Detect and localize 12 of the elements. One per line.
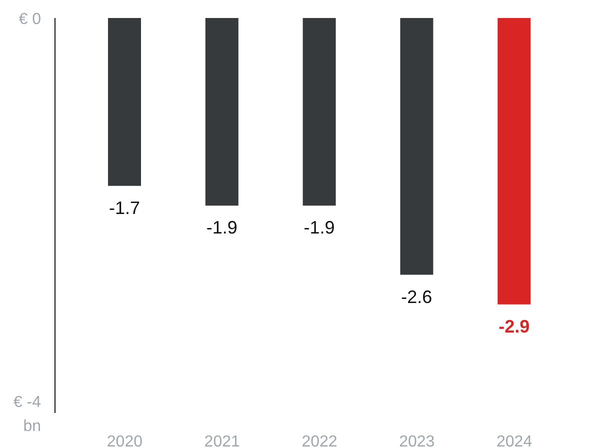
- data-label: -2.6: [401, 286, 432, 307]
- x-tick-label: 2024: [496, 433, 532, 448]
- y-tick-label: € 0: [18, 11, 42, 28]
- x-tick-label: 2022: [302, 433, 338, 448]
- data-label: -2.9: [498, 316, 530, 336]
- x-tick-label: 2023: [399, 433, 435, 448]
- x-tick-label: 2021: [204, 433, 240, 448]
- data-label: -1.7: [108, 198, 140, 218]
- data-label: -1.9: [206, 218, 238, 238]
- x-tick-label: 2020: [106, 433, 143, 448]
- data-label: -1.9: [304, 218, 335, 238]
- y-tick-label: € -4 bn: [13, 394, 42, 435]
